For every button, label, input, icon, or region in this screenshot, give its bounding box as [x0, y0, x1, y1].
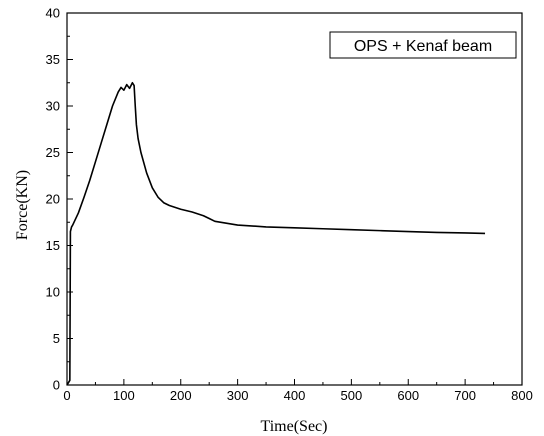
y-tick-label: 30: [46, 99, 60, 114]
y-tick-label: 20: [46, 192, 60, 207]
x-tick-label: 600: [397, 388, 419, 403]
x-tick-label: 800: [511, 388, 533, 403]
y-tick-label: 25: [46, 145, 60, 160]
legend: OPS + Kenaf beam: [329, 31, 517, 59]
y-tick-label: 10: [46, 285, 60, 300]
y-axis-title: Force(KN): [14, 170, 31, 240]
x-tick-label: 300: [227, 388, 249, 403]
series-line-ops-kenaf: [66, 81, 486, 386]
x-tick-label: 100: [113, 388, 135, 403]
x-tick-label: 200: [170, 388, 192, 403]
legend-box: [329, 31, 517, 59]
y-tick-label: 15: [46, 238, 60, 253]
y-tick-label: 35: [46, 52, 60, 67]
y-tick-label: 40: [46, 6, 60, 21]
legend-label: OPS + Kenaf beam: [354, 38, 492, 55]
x-axis-title: Time(Sec): [261, 418, 328, 435]
x-axis-ticks: 0 100 200 300 400 500 600 700 800: [63, 379, 533, 403]
y-tick-label: 0: [53, 378, 60, 393]
x-tick-label: 700: [454, 388, 476, 403]
plot-frame: [66, 12, 523, 386]
x-tick-label: 500: [341, 388, 363, 403]
y-axis-ticks: 0 5 10 15 20 25 30 35 40: [46, 6, 73, 393]
x-tick-label: 0: [63, 388, 70, 403]
x-tick-label: 400: [284, 388, 306, 403]
y-tick-label: 5: [53, 331, 60, 346]
